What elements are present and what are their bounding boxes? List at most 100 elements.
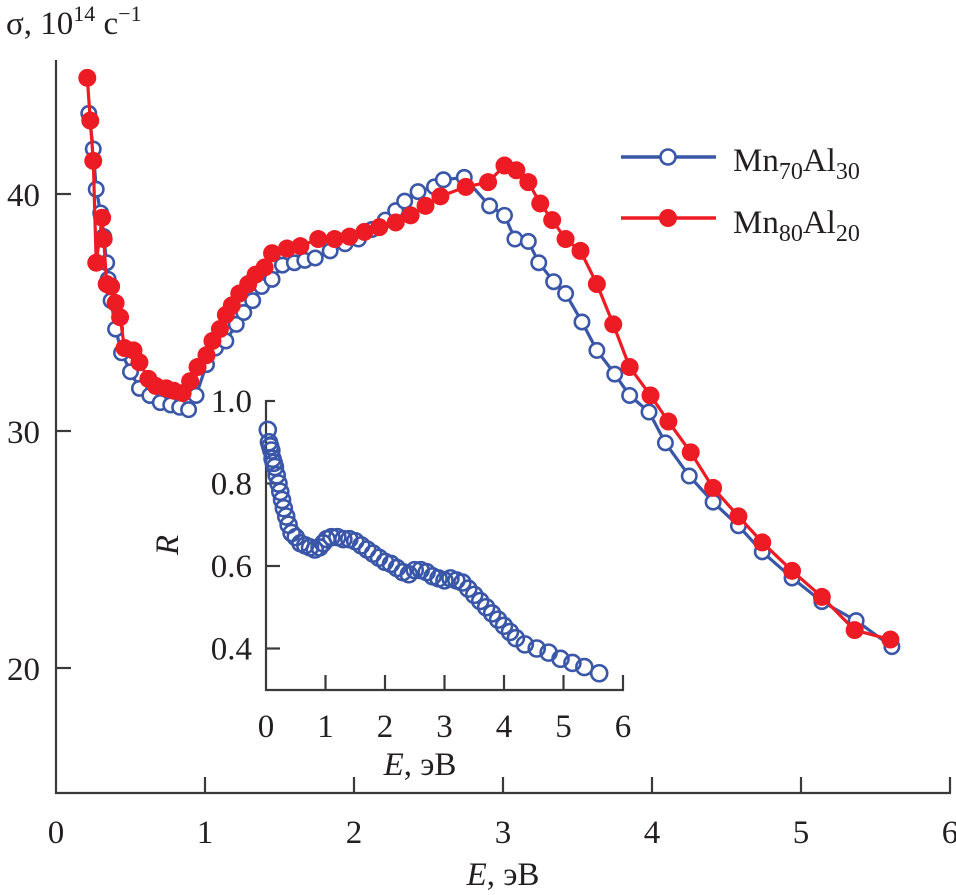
- legend-label-mn70al30: Mn70Al30: [733, 143, 860, 185]
- main-y-axis-label: σ, 1014 с−1: [6, 1, 142, 42]
- inset-y-tick-label: 0.8: [211, 467, 252, 503]
- inset-data-point: [494, 616, 514, 636]
- inset-data-point: [464, 585, 484, 605]
- inset-x-axis-label: E, эВ: [383, 747, 457, 783]
- data-point: [370, 218, 389, 237]
- inset-data-point: [488, 610, 508, 629]
- data-point: [641, 386, 660, 405]
- data-point: [87, 180, 105, 198]
- inset-data-point: [322, 527, 341, 547]
- data-point: [812, 587, 831, 606]
- legend-marker-filled-circle: [659, 209, 677, 227]
- inset-x-tick-label: 2: [377, 709, 394, 745]
- inset-y-tick-label: 0.6: [211, 549, 252, 585]
- inset-x-label-rest: , эВ: [404, 747, 457, 783]
- x-label-rest: , эВ: [487, 857, 540, 893]
- inset-chart: 0 1 2 3 4 5 6 0.4 0.6 0.8 1.0 R E, эВ: [150, 384, 631, 783]
- data-point: [130, 353, 149, 372]
- data-point: [309, 230, 328, 249]
- main-x-axis-label: E, эВ: [466, 857, 540, 893]
- inset-x-tick-label: 5: [555, 709, 572, 745]
- data-point: [659, 412, 678, 431]
- data-point: [704, 493, 722, 511]
- data-point: [181, 372, 200, 391]
- data-point: [102, 277, 121, 296]
- data-point: [530, 254, 548, 272]
- inset-y-ticks: 0.4 0.6 0.8 1.0: [211, 384, 280, 668]
- data-point: [506, 230, 524, 248]
- data-point: [431, 187, 450, 206]
- main-x-tick-label: 2: [346, 815, 363, 851]
- inset-x-tick-label: 1: [317, 709, 334, 745]
- data-point: [244, 292, 262, 310]
- data-point: [621, 386, 639, 404]
- data-point: [604, 315, 623, 334]
- data-point: [620, 358, 639, 377]
- main-x-tick-label: 0: [48, 815, 65, 851]
- data-point: [355, 222, 374, 241]
- data-point: [84, 151, 103, 170]
- inset-series-r: [258, 420, 609, 683]
- data-point: [87, 253, 106, 272]
- main-y-tick-label: 30: [7, 415, 40, 451]
- main-plot-area: [78, 68, 901, 656]
- inset-plot-area: [258, 420, 609, 683]
- main-x-tick-label: 3: [495, 815, 512, 851]
- inset-x-ticks: 0 1 2 3 4 5 6: [258, 675, 631, 745]
- x-label-italic: E: [466, 857, 487, 893]
- data-point: [606, 365, 624, 383]
- data-point: [111, 308, 130, 327]
- main-y-tick-label: 40: [7, 178, 40, 214]
- data-point: [543, 211, 562, 230]
- y-label-sup1: 14: [73, 1, 95, 26]
- y-label-sup2: −1: [118, 1, 141, 26]
- data-point: [557, 285, 575, 303]
- inset-data-point: [276, 507, 296, 526]
- inset-data-point: [470, 591, 490, 611]
- data-point: [93, 208, 112, 227]
- y-label-base: σ, 10: [6, 6, 73, 42]
- data-point: [106, 294, 125, 313]
- data-point: [656, 434, 674, 452]
- data-point: [845, 621, 864, 640]
- inset-data-point: [453, 573, 472, 592]
- series-line-mn70al30: [87, 113, 893, 648]
- data-point: [573, 313, 591, 331]
- main-x-tick-label: 1: [197, 815, 214, 851]
- main-x-tick-label: 4: [644, 815, 661, 851]
- inset-data-point: [551, 649, 570, 669]
- data-point: [729, 507, 748, 526]
- data-point: [507, 161, 526, 180]
- data-point: [227, 315, 245, 333]
- data-point: [416, 196, 435, 215]
- data-point: [545, 273, 563, 291]
- inset-y-axis-label: R: [150, 535, 186, 556]
- data-point: [456, 177, 475, 196]
- inset-y-tick-label: 0.4: [211, 632, 252, 668]
- data-point: [753, 533, 772, 552]
- data-point: [531, 194, 550, 213]
- data-point: [291, 237, 310, 256]
- data-point: [386, 213, 405, 232]
- main-y-tick-label: 20: [7, 652, 40, 688]
- main-y-ticks: 20 30 40: [7, 178, 71, 688]
- inset-y-tick-label: 1.0: [211, 384, 252, 420]
- data-point: [197, 346, 216, 365]
- data-point: [401, 206, 420, 225]
- legend-item-mn70al30: Mn70Al30: [621, 143, 860, 185]
- inset-x-tick-label: 0: [258, 709, 275, 745]
- data-point: [519, 232, 537, 250]
- data-point: [210, 320, 229, 339]
- data-point: [556, 230, 575, 249]
- data-point: [588, 341, 606, 359]
- main-x-tick-label: 5: [793, 815, 810, 851]
- data-point: [680, 467, 698, 485]
- data-point: [519, 173, 538, 192]
- data-point: [78, 68, 97, 87]
- data-point: [255, 258, 274, 277]
- data-point: [340, 227, 359, 246]
- main-x-tick-label: 6: [942, 815, 956, 851]
- data-point: [571, 241, 590, 260]
